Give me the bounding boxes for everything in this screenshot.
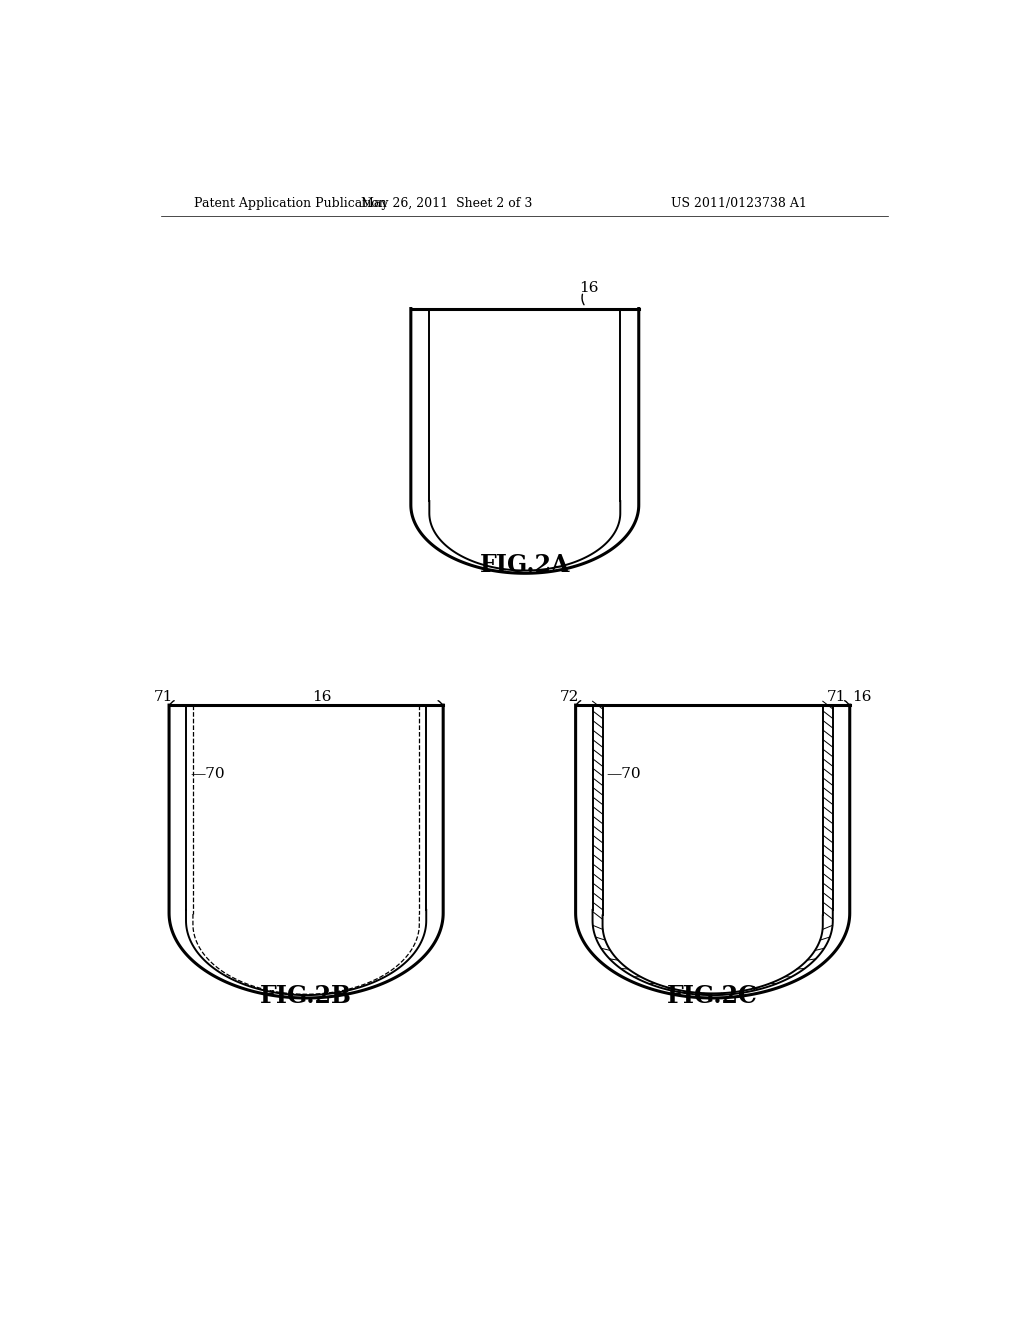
Text: 71: 71 xyxy=(826,690,846,705)
Text: US 2011/0123738 A1: US 2011/0123738 A1 xyxy=(671,197,807,210)
Text: FIG.2A: FIG.2A xyxy=(479,553,570,577)
Text: 16: 16 xyxy=(852,690,871,705)
Text: May 26, 2011  Sheet 2 of 3: May 26, 2011 Sheet 2 of 3 xyxy=(360,197,531,210)
Text: 72: 72 xyxy=(560,690,580,705)
Text: FIG.2C: FIG.2C xyxy=(668,985,758,1008)
Text: 16: 16 xyxy=(580,281,599,294)
Text: —70: —70 xyxy=(606,767,641,781)
Text: —70: —70 xyxy=(189,767,224,781)
Text: FIG.2B: FIG.2B xyxy=(260,985,352,1008)
Text: 16: 16 xyxy=(312,690,332,705)
Text: 71: 71 xyxy=(154,690,173,705)
Text: Patent Application Publication: Patent Application Publication xyxy=(194,197,386,210)
